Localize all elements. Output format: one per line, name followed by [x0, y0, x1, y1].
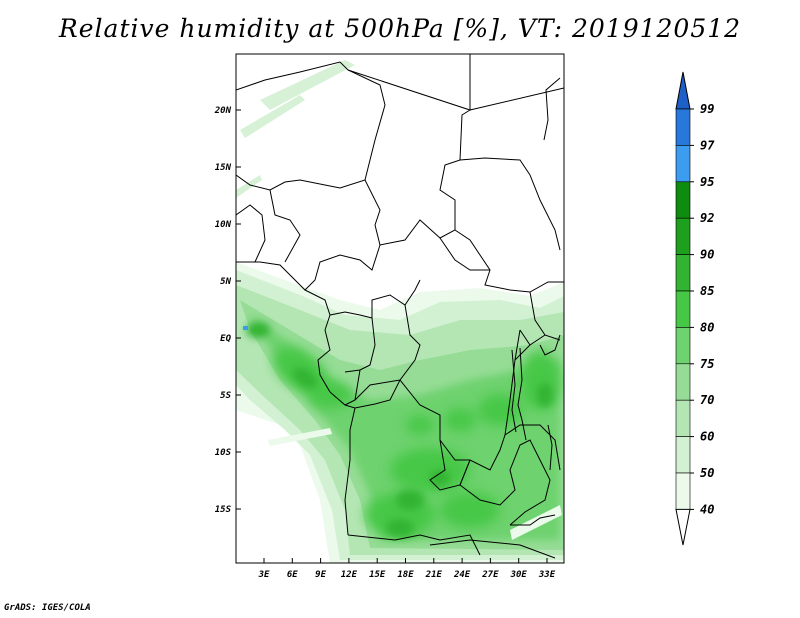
colorbar-swatch [675, 327, 691, 365]
lon-label: 27E [481, 570, 499, 580]
humidity-field-75 [250, 315, 560, 540]
blue-spot [243, 326, 248, 330]
colorbar-swatch [675, 181, 691, 219]
lon-label: 21E [425, 570, 443, 580]
colorbar-label: 92 [700, 211, 714, 225]
colorbar-label: 50 [700, 466, 714, 480]
colorbar-label: 97 [700, 138, 715, 152]
map-frame [235, 53, 565, 564]
humidity-streaks-north [236, 60, 355, 198]
lat-axis: 20N 15N 10N 5N EQ 5S 10S 15S [214, 106, 241, 515]
lon-label: 24E [453, 570, 471, 580]
lat-label: 5N [220, 277, 231, 287]
colorbar-swatch [675, 217, 691, 255]
lat-label: 15S [215, 505, 232, 515]
colorbar-label: 99 [700, 102, 714, 116]
colorbar-label: 40 [700, 502, 714, 516]
colorbar-label: 90 [700, 248, 714, 262]
colorbar-label: 70 [700, 393, 714, 407]
humidity-streaks-south [268, 428, 562, 540]
lon-label: 12E [341, 570, 358, 580]
colorbar-swatch [675, 108, 691, 146]
colorbar-top-triangle [675, 71, 691, 110]
lon-label: 3E [258, 570, 270, 580]
lon-label: 9E [315, 570, 326, 580]
colorbar: 99 97 95 92 90 85 80 75 70 60 50 40 [675, 71, 715, 546]
colorbar-label: 85 [700, 284, 714, 298]
lat-label: 20N [214, 106, 232, 116]
colorbar-swatch [675, 363, 691, 401]
lon-label: 15E [369, 570, 386, 580]
colorbar-label: 75 [700, 357, 714, 371]
colorbar-swatch [675, 254, 691, 292]
humidity-field-85 [246, 322, 553, 537]
lat-label: 10N [215, 220, 232, 230]
colorbar-swatch [675, 145, 691, 183]
colorbar-swatch [675, 290, 691, 328]
lon-label: 6E [287, 570, 298, 580]
colorbar-swatch [675, 472, 691, 510]
country-borders [236, 54, 564, 559]
lat-label: 10S [215, 448, 232, 458]
map-title: Relative humidity at 500hPa [%], VT: 201… [58, 14, 742, 43]
grads-credit: GrADS: IGES/COLA [4, 603, 91, 613]
lon-axis: 3E 6E 9E 12E 15E 18E 21E 24E 27E 30E 33E [258, 558, 556, 580]
colorbar-label: 80 [700, 320, 714, 334]
lat-label: EQ [220, 334, 231, 344]
lon-label: 33E [538, 570, 556, 580]
colorbar-label: 60 [700, 430, 714, 444]
colorbar-label: 95 [700, 175, 714, 189]
lon-label: 30E [510, 570, 528, 580]
colorbar-swatch [675, 436, 691, 474]
lon-label: 18E [397, 570, 414, 580]
colorbar-bottom-triangle [675, 508, 691, 546]
lat-label: 5S [220, 391, 231, 401]
colorbar-swatch [675, 399, 691, 437]
lat-label: 15N [215, 163, 232, 173]
